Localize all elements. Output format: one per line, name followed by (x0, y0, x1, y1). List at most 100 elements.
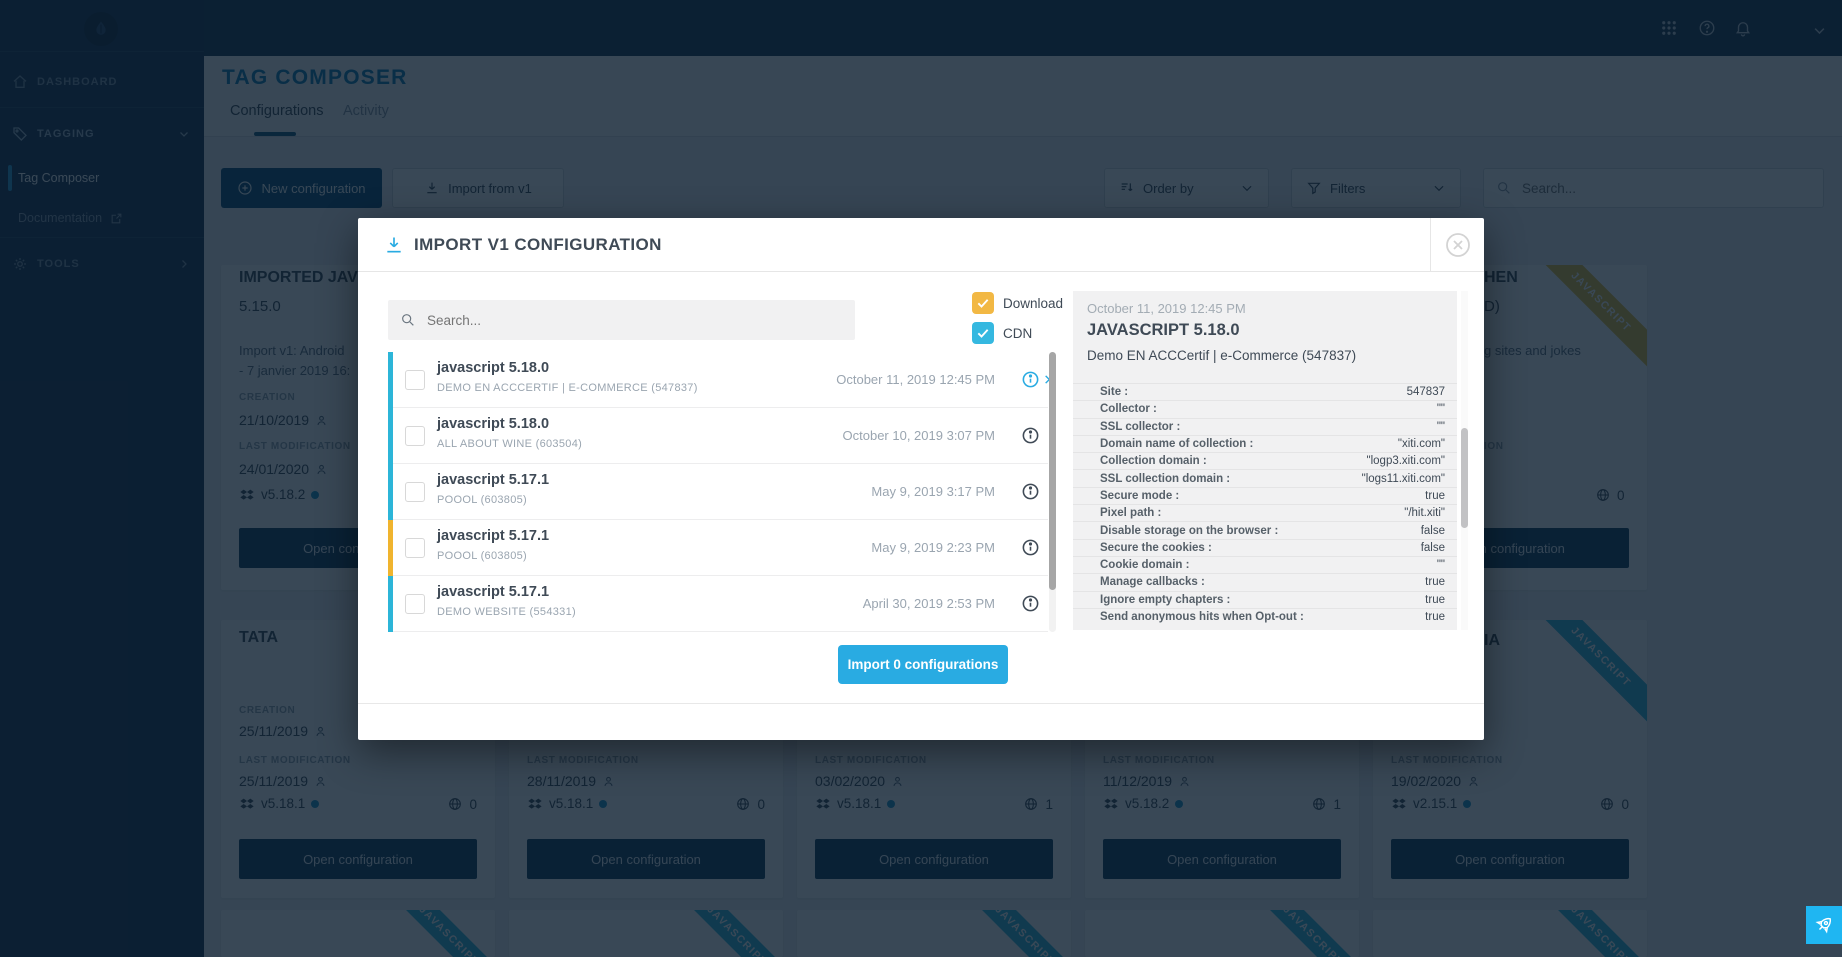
download-checkbox[interactable] (972, 292, 994, 314)
rocket-icon (1815, 917, 1832, 934)
config-site: DEMO EN ACCCERTIF | E-COMMERCE (547837) (437, 382, 698, 394)
detail-row: Cookie domain : "" (1073, 555, 1457, 573)
detail-key: Ignore empty chapters : (1100, 593, 1231, 606)
config-site: ALL ABOUT WINE (603504) (437, 438, 583, 450)
list-scrollbar-thumb[interactable] (1049, 352, 1056, 590)
detail-row: Secure mode : true (1073, 486, 1457, 504)
config-date: October 10, 2019 3:07 PM (842, 428, 995, 443)
detail-row: Domain name of collection : "xiti.com" (1073, 434, 1457, 452)
info-icon[interactable] (1021, 426, 1040, 445)
modal-search (388, 300, 855, 340)
download-checkbox-label[interactable]: Download (1003, 296, 1064, 311)
row-checkbox[interactable] (405, 370, 425, 390)
detail-value: "" (1436, 403, 1445, 416)
detail-value: false (1420, 541, 1445, 554)
info-icon[interactable] (1021, 482, 1040, 501)
config-list-item[interactable]: javascript 5.17.1 POOOL (603805) May 9, … (388, 520, 1048, 576)
detail-row: SSL collector : "" (1073, 417, 1457, 435)
detail-key: Collector : (1100, 403, 1157, 416)
config-list-item[interactable]: javascript 5.17.1 DEMO WEBSITE (554331) … (388, 576, 1048, 632)
detail-value: "logp3.xiti.com" (1366, 455, 1445, 468)
detail-properties: Site : 547837 Collector : "" SSL collector… (1073, 383, 1457, 625)
detail-value: true (1425, 576, 1445, 589)
config-name: javascript 5.17.1 (437, 528, 550, 544)
config-date: October 11, 2019 12:45 PM (836, 372, 995, 387)
config-site: POOOL (603805) (437, 550, 528, 562)
cdn-checkbox-label[interactable]: CDN (1003, 326, 1033, 341)
detail-scrollbar-thumb[interactable] (1461, 428, 1468, 528)
config-type-bar (388, 576, 393, 632)
detail-row: Collection domain : "logp3.xiti.com" (1073, 452, 1457, 469)
detail-key: SSL collector : (1100, 420, 1181, 433)
config-name: javascript 5.17.1 (437, 584, 550, 600)
modal-header: IMPORT V1 CONFIGURATION (358, 218, 1484, 272)
download-icon (387, 237, 401, 253)
modal-title: IMPORT V1 CONFIGURATION (414, 235, 662, 254)
close-icon[interactable] (1444, 231, 1472, 259)
rocket-launcher-button[interactable] (1806, 906, 1842, 944)
detail-key: Send anonymous hits when Opt-out : (1100, 611, 1304, 623)
detail-subtitle: Demo EN ACCCertif | e-Commerce (547837) (1087, 348, 1357, 363)
row-checkbox[interactable] (405, 426, 425, 446)
detail-value: "" (1436, 559, 1445, 572)
config-site: POOOL (603805) (437, 494, 528, 506)
header-divider (1430, 218, 1431, 272)
detail-key: SSL collection domain : (1100, 472, 1231, 485)
config-type-bar (388, 352, 393, 408)
detail-row: Collector : "" (1073, 400, 1457, 417)
row-checkbox[interactable] (405, 538, 425, 558)
config-detail-panel: October 11, 2019 12:45 PM JAVASCRIPT 5.1… (1073, 291, 1457, 630)
detail-value: 547837 (1406, 386, 1445, 399)
list-scrollbar[interactable] (1049, 352, 1056, 632)
info-icon[interactable] (1021, 370, 1040, 389)
detail-key: Secure the cookies : (1100, 541, 1212, 554)
check-icon (977, 329, 989, 338)
detail-key: Domain name of collection : (1100, 438, 1254, 451)
detail-row: Ignore empty chapters : true (1073, 590, 1457, 608)
detail-key: Cookie domain : (1100, 559, 1190, 572)
detail-key: Site : (1100, 386, 1129, 399)
config-name: javascript 5.18.0 (437, 360, 550, 376)
config-type-bar (388, 520, 393, 576)
detail-scrollbar[interactable] (1461, 291, 1468, 630)
detail-value: true (1425, 593, 1445, 606)
detail-key: Manage callbacks : (1100, 576, 1205, 589)
info-icon[interactable] (1021, 538, 1040, 557)
config-name: javascript 5.18.0 (437, 416, 550, 432)
config-list-item[interactable]: javascript 5.18.0 DEMO EN ACCCERTIF | E-… (388, 352, 1051, 408)
config-date: April 30, 2019 2:53 PM (862, 596, 995, 611)
row-checkbox[interactable] (405, 482, 425, 502)
config-list-item[interactable]: javascript 5.17.1 POOOL (603805) May 9, … (388, 464, 1048, 520)
detail-row: Pixel path : "/hit.xiti" (1073, 504, 1457, 521)
detail-row: Manage callbacks : true (1073, 573, 1457, 590)
info-icon[interactable] (1021, 594, 1040, 613)
config-type-bar (388, 408, 393, 464)
config-type-bar (388, 464, 393, 520)
import-configurations-button[interactable]: Import 0 configurations (838, 645, 1008, 684)
config-list: javascript 5.18.0 DEMO EN ACCCERTIF | E-… (388, 352, 1051, 632)
config-list-item[interactable]: javascript 5.18.0 ALL ABOUT WINE (603504… (388, 408, 1048, 464)
search-icon (402, 314, 414, 326)
detail-value: true (1425, 611, 1445, 623)
detail-row: Disable storage on the browser : false (1073, 521, 1457, 538)
config-name: javascript 5.17.1 (437, 472, 550, 488)
detail-value: "" (1436, 420, 1445, 433)
cdn-checkbox[interactable] (972, 322, 994, 344)
detail-row: Secure the cookies : false (1073, 538, 1457, 556)
detail-row: Site : 547837 (1073, 383, 1457, 400)
detail-row: SSL collection domain : "logs11.xiti.com" (1073, 469, 1457, 486)
detail-title: JAVASCRIPT 5.18.0 (1087, 321, 1240, 339)
detail-value: "/hit.xiti" (1404, 507, 1445, 520)
row-checkbox[interactable] (405, 594, 425, 614)
config-date: May 9, 2019 2:23 PM (871, 540, 995, 555)
detail-date: October 11, 2019 12:45 PM (1087, 301, 1246, 316)
config-site: DEMO WEBSITE (554331) (437, 606, 576, 618)
modal-search-input[interactable] (425, 311, 843, 329)
detail-value: false (1420, 524, 1445, 537)
detail-key: Pixel path : (1100, 507, 1162, 520)
footer-divider (358, 703, 1484, 704)
config-date: May 9, 2019 3:17 PM (871, 484, 995, 499)
detail-value: "xiti.com" (1397, 438, 1445, 451)
detail-value: true (1425, 489, 1445, 502)
